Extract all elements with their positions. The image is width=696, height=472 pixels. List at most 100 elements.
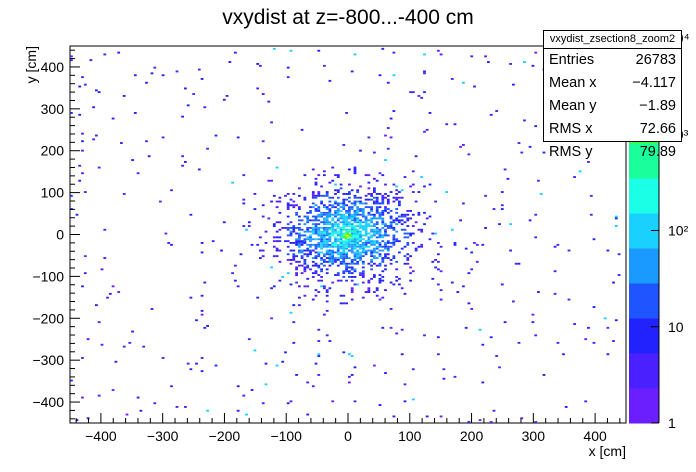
heatmap-cell — [167, 242, 171, 244]
heatmap-cell — [303, 285, 307, 288]
heatmap-cell — [317, 230, 321, 233]
heatmap-cell — [292, 253, 296, 256]
heatmap-cell — [345, 238, 348, 241]
heatmap-cell — [567, 298, 571, 301]
heatmap-cell — [342, 208, 346, 210]
color-scale-label: 1 — [668, 415, 676, 431]
heatmap-cell — [350, 276, 354, 278]
x-tick-label: −400 — [85, 428, 117, 444]
heatmap-cell — [331, 179, 335, 182]
heatmap-cell — [370, 264, 373, 267]
heatmap-cell — [353, 211, 357, 214]
heatmap-cell — [342, 251, 346, 254]
heatmap-cell — [325, 215, 329, 218]
heatmap-cell — [328, 243, 332, 246]
heatmap-cell — [348, 249, 351, 252]
heatmap-cell — [453, 375, 457, 378]
heatmap-cell — [189, 213, 193, 216]
heatmap-cell — [409, 210, 412, 212]
heatmap-cell — [336, 257, 340, 259]
heatmap-cell — [361, 249, 365, 252]
heatmap-cell — [245, 228, 248, 231]
heatmap-cell — [492, 409, 496, 412]
y-axis-label: y [cm] — [23, 46, 39, 83]
heatmap-cell — [317, 234, 321, 237]
heatmap-cell — [373, 240, 376, 243]
heatmap-cell — [439, 298, 443, 301]
heatmap-cell — [334, 251, 337, 254]
heatmap-cell — [361, 281, 365, 284]
heatmap-cell — [306, 215, 310, 218]
heatmap-cell — [353, 243, 357, 246]
heatmap-cell — [500, 191, 504, 193]
heatmap-cell — [325, 191, 329, 193]
heatmap-cell — [373, 262, 376, 265]
color-scale-band — [629, 405, 659, 424]
heatmap-cell — [584, 400, 588, 403]
heatmap-cell — [370, 236, 373, 239]
heatmap-cell — [367, 225, 371, 227]
heatmap-cell — [342, 260, 346, 263]
heatmap-cell — [278, 249, 282, 252]
stats-value: 79.89 — [639, 144, 676, 160]
heatmap-cell — [353, 53, 357, 56]
heatmap-cell — [350, 251, 354, 254]
heatmap-cell — [342, 257, 346, 259]
heatmap-cell — [275, 255, 279, 258]
heatmap-cell — [361, 274, 365, 276]
heatmap-cell — [306, 266, 310, 269]
heatmap-cell — [320, 200, 323, 203]
heatmap-cell — [314, 181, 318, 184]
heatmap-cell — [309, 210, 312, 212]
heatmap-cell — [78, 85, 82, 88]
heatmap-cell — [398, 191, 401, 193]
heatmap-cell — [343, 235, 347, 239]
heatmap-cell — [378, 234, 382, 237]
heatmap-cell — [295, 266, 298, 269]
heatmap-cell — [342, 272, 346, 275]
heatmap-cell — [384, 268, 387, 271]
heatmap-cell — [350, 219, 354, 222]
heatmap-cell — [378, 264, 382, 267]
heatmap-cell — [92, 106, 95, 109]
heatmap-cell — [320, 257, 323, 259]
heatmap-cell — [70, 59, 73, 62]
heatmap-cell — [373, 228, 376, 231]
heatmap-cell — [320, 279, 323, 282]
heatmap-cell — [375, 236, 379, 239]
heatmap-cell — [364, 174, 368, 177]
heatmap-cell — [617, 253, 621, 256]
heatmap-cell — [528, 219, 532, 222]
heatmap-cell — [295, 374, 298, 376]
heatmap-cell — [342, 193, 346, 195]
heatmap-cell — [612, 281, 615, 284]
heatmap-cell — [189, 368, 193, 371]
heatmap-cell — [339, 236, 343, 239]
heatmap-cell — [411, 225, 415, 227]
heatmap-cell — [500, 283, 504, 286]
heatmap-cell — [489, 113, 493, 116]
heatmap-cell — [345, 193, 348, 195]
heatmap-cell — [356, 225, 360, 227]
heatmap-cell — [342, 225, 346, 227]
heatmap-cell — [356, 208, 360, 210]
heatmap-cell — [384, 234, 387, 237]
heatmap-cell — [381, 234, 385, 237]
heatmap-cell — [392, 183, 396, 186]
heatmap-cell — [295, 213, 298, 216]
heatmap-cell — [320, 221, 323, 224]
heatmap-cell — [323, 287, 326, 290]
heatmap-cell — [350, 217, 354, 220]
heatmap-cell — [373, 274, 376, 276]
heatmap-cell — [364, 221, 368, 224]
heatmap-cell — [314, 196, 318, 199]
y-tick-label: 300 — [41, 101, 65, 117]
heatmap-cell — [373, 247, 376, 250]
heatmap-cell — [409, 279, 412, 282]
heatmap-cell — [325, 253, 329, 256]
heatmap-cell — [206, 409, 209, 412]
heatmap-cell — [423, 70, 426, 73]
heatmap-cell — [378, 255, 382, 258]
heatmap-cell — [300, 255, 304, 258]
heatmap-cell — [361, 247, 365, 250]
